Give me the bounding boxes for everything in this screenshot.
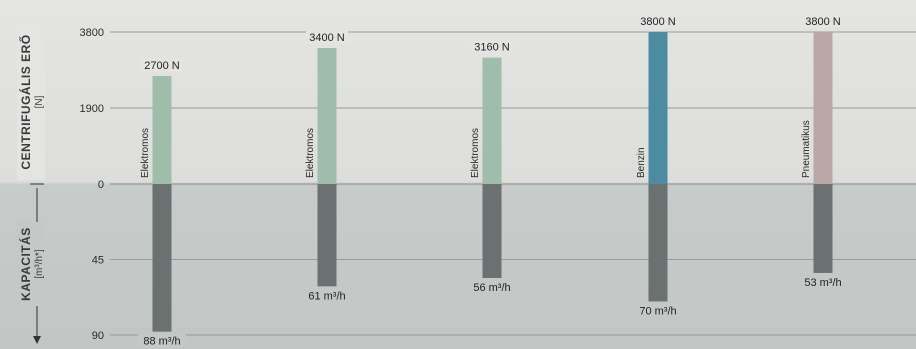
force-bar-1 [317, 48, 337, 184]
capacity-label-bg-0 [138, 333, 186, 348]
upper-axis-unit: [N] [34, 95, 45, 108]
category-label-1: Elektromos [305, 128, 316, 178]
force-value-label-1: 3400 N [309, 32, 345, 44]
lower-axis-title: KAPACITÁS [m³/h*] [17, 222, 45, 306]
capacity-value-label-4: 53 m³/h [804, 277, 841, 289]
force-bar-3 [648, 32, 668, 184]
force-value-label-4: 3800 N [805, 16, 841, 28]
force-value-label-3: 3800 N [640, 16, 676, 28]
capacity-bar-4 [813, 184, 833, 273]
capacity-bar-2 [482, 184, 502, 278]
upper-axis-label: CENTRIFUGÁLIS ERŐ [18, 34, 33, 169]
force-label-bg-4 [802, 14, 844, 28]
capacity-value-label-3: 70 m³/h [639, 305, 676, 317]
capacity-label-bg-2 [468, 279, 516, 294]
force-label-bg-1 [306, 30, 348, 44]
category-label-2: Elektromos [470, 128, 481, 178]
capacity-label-bg-4 [799, 274, 847, 289]
capacity-bar-1 [317, 184, 337, 287]
force-label-bg-2 [471, 39, 513, 54]
capacity-bar-3 [648, 184, 668, 302]
force-label-bg-0 [141, 58, 183, 72]
tick-label-lower-1: 90 [92, 330, 104, 342]
capacity-label-bg-3 [634, 303, 682, 318]
force-value-label-0: 2700 N [144, 60, 180, 72]
gridlines [110, 31, 916, 336]
force-value-label-2: 3160 N [474, 42, 510, 54]
tick-label-lower-0: 45 [92, 255, 104, 267]
force-bar-4 [813, 32, 833, 184]
bars [152, 32, 833, 332]
force-bar-2 [482, 57, 502, 184]
category-labels: Elektromos Elektromos Elektromos Benzin Pneu… [140, 120, 812, 178]
capacity-label-bg-1 [303, 288, 351, 303]
capacity-value-label-0: 88 m³/h [143, 336, 180, 348]
force-label-bg-3 [637, 14, 679, 28]
lower-axis-unit: [m³/h*] [34, 249, 45, 279]
upper-axis-title: CENTRIFUGÁLIS ERŐ [N] [17, 24, 45, 180]
force-bar-0 [152, 76, 172, 184]
capacity-value-label-2: 56 m³/h [473, 282, 510, 294]
tick-labels: 3800 1900 0 45 90 [80, 27, 104, 342]
category-label-4: Pneumatikus [801, 120, 812, 178]
lower-axis-label: KAPACITÁS [18, 227, 33, 301]
value-labels: 2700 N 88 m³/h 3400 N 61 m³/h 3160 N 56 m³/h 3… [138, 14, 847, 348]
capacity-value-label-1: 61 m³/h [308, 290, 345, 302]
capacity-bar-0 [152, 184, 172, 332]
tick-label-upper-0: 3800 [80, 27, 104, 39]
tick-label-upper-1: 1900 [80, 103, 104, 115]
tick-label-upper-2: 0 [98, 179, 104, 191]
category-label-3: Benzin [636, 147, 647, 178]
category-label-0: Elektromos [140, 128, 151, 178]
